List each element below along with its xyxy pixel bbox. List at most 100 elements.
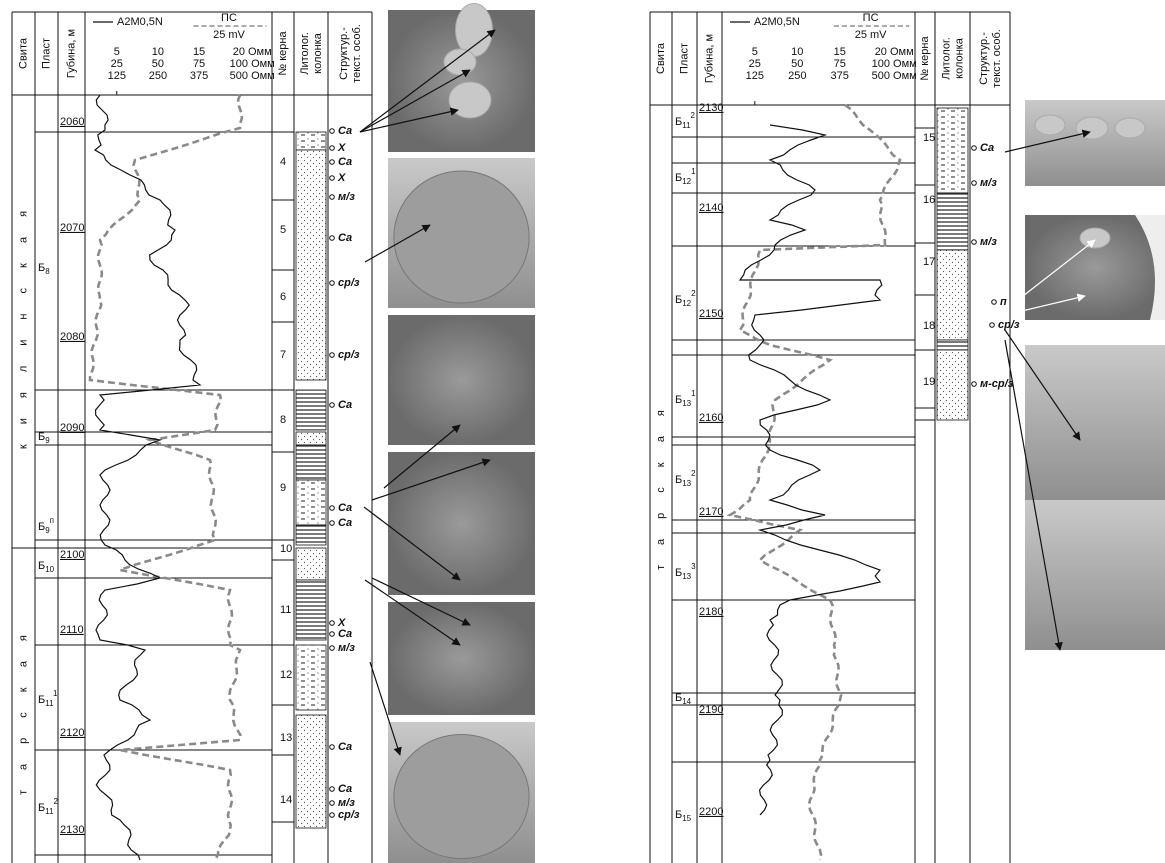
litho-zone [936, 349, 969, 421]
feature-label: Ca [338, 741, 352, 753]
header-depth: Губина, м [703, 34, 715, 83]
litho-zone [936, 192, 969, 251]
depth-label: 2060 [60, 116, 84, 128]
feature-bullet [971, 180, 977, 186]
litho-zone [295, 444, 327, 481]
inclusion [1114, 117, 1146, 139]
rule [359, 29, 496, 133]
feature-label: ср/з [338, 277, 360, 289]
scale-label: 50 [152, 58, 164, 70]
resist-legend: A2M0,5N [754, 16, 800, 28]
layer-name: Б112 [38, 797, 59, 816]
feature-bullet [971, 239, 977, 245]
scale-label: 500 Омм [230, 70, 275, 82]
feature-bullet [971, 145, 977, 151]
core-photo [388, 452, 535, 595]
header-litho: колонка [312, 32, 324, 74]
layer-letter: Б [38, 694, 45, 706]
feature-bullet [989, 322, 995, 328]
layer-name: Б10 [38, 560, 55, 574]
feature-bullet [329, 194, 335, 200]
rule [359, 69, 471, 133]
core-photo [1025, 100, 1165, 186]
feature-label: Ca [338, 399, 352, 411]
feature-label: м-ср/з [980, 378, 1014, 390]
litho-zone [295, 131, 327, 151]
feature-label: X [337, 142, 346, 154]
layer-letter: Б [675, 809, 682, 821]
feature-bullet [991, 299, 997, 305]
rule [371, 458, 491, 501]
resist-curve [93, 94, 202, 861]
header-struct: Структур.- [978, 32, 990, 85]
sp-curve [88, 94, 244, 861]
depth-label: 2080 [60, 331, 84, 343]
scale-label: 375 [190, 70, 208, 82]
core-number: 9 [280, 482, 286, 494]
scale-label: 125 [746, 70, 764, 82]
scale-label: 20 Омм [233, 46, 272, 58]
litho-zone [936, 107, 969, 194]
sp-curve [726, 103, 902, 861]
header-litho: колонка [953, 37, 965, 79]
layer-name: Б9п [38, 516, 54, 535]
feature-label: ср/з [998, 319, 1020, 331]
depth-label: 2200 [699, 806, 723, 818]
scale-label: 15 [834, 46, 846, 58]
scale-label: 100 Омм [872, 58, 917, 70]
rule [1004, 293, 1086, 316]
layer-sup: 3 [691, 562, 696, 571]
feature-label: Ca [338, 156, 352, 168]
feature-label: м/з [338, 642, 355, 654]
layer-sup: 1 [53, 689, 58, 698]
feature-bullet [329, 352, 335, 358]
layer-name: Б121 [675, 167, 696, 186]
scale-label: 25 [111, 58, 123, 70]
header-litho: Литолог. [299, 32, 311, 75]
layer-index: 13 [682, 399, 691, 408]
feature-label: Ca [338, 125, 352, 137]
litho-zone [295, 644, 327, 711]
inclusion [1079, 227, 1111, 249]
layer-letter: Б [38, 262, 45, 274]
core-photo-disc [393, 733, 530, 860]
layer-index: 11 [45, 699, 54, 708]
feature-label: Ca [980, 142, 994, 154]
scale-label: 75 [193, 58, 205, 70]
rule [1004, 339, 1063, 651]
sp-scale: 25 mV [213, 29, 245, 41]
header-plast: Пласт [678, 43, 690, 74]
header-plast: Пласт [40, 38, 52, 69]
layer-index: 14 [682, 697, 691, 706]
layer-name: Б8 [38, 262, 50, 276]
core-photo-disc [393, 170, 530, 304]
layer-index: 10 [45, 565, 54, 574]
scale-label: 10 [152, 46, 164, 58]
core-number: 4 [280, 156, 286, 168]
litho-zone [295, 389, 327, 431]
layer-index: 11 [682, 121, 691, 130]
layer-sup: 2 [691, 289, 696, 298]
layer-letter: Б [675, 172, 682, 184]
scale-label: 5 [752, 46, 758, 58]
layer-index: 12 [682, 299, 691, 308]
layer-letter: Б [675, 116, 682, 128]
layer-index: 11 [45, 807, 54, 816]
header-core: № керна [277, 31, 289, 76]
core-edge [1135, 215, 1165, 320]
feature-bullet [971, 381, 977, 387]
layer-letter: Б [38, 560, 45, 572]
scale-label: 100 Омм [230, 58, 275, 70]
litho-zone [295, 479, 327, 526]
layer-letter: Б [675, 474, 682, 486]
layer-name: Б112 [675, 111, 696, 130]
feature-bullet [329, 402, 335, 408]
feature-label: X [337, 617, 346, 629]
feature-label: м/з [338, 797, 355, 809]
feature-label: X [337, 172, 346, 184]
scale-label: 500 Омм [872, 70, 917, 82]
layer-sup: 2 [691, 469, 696, 478]
rule [371, 577, 471, 626]
header-core: № керна [919, 36, 931, 81]
